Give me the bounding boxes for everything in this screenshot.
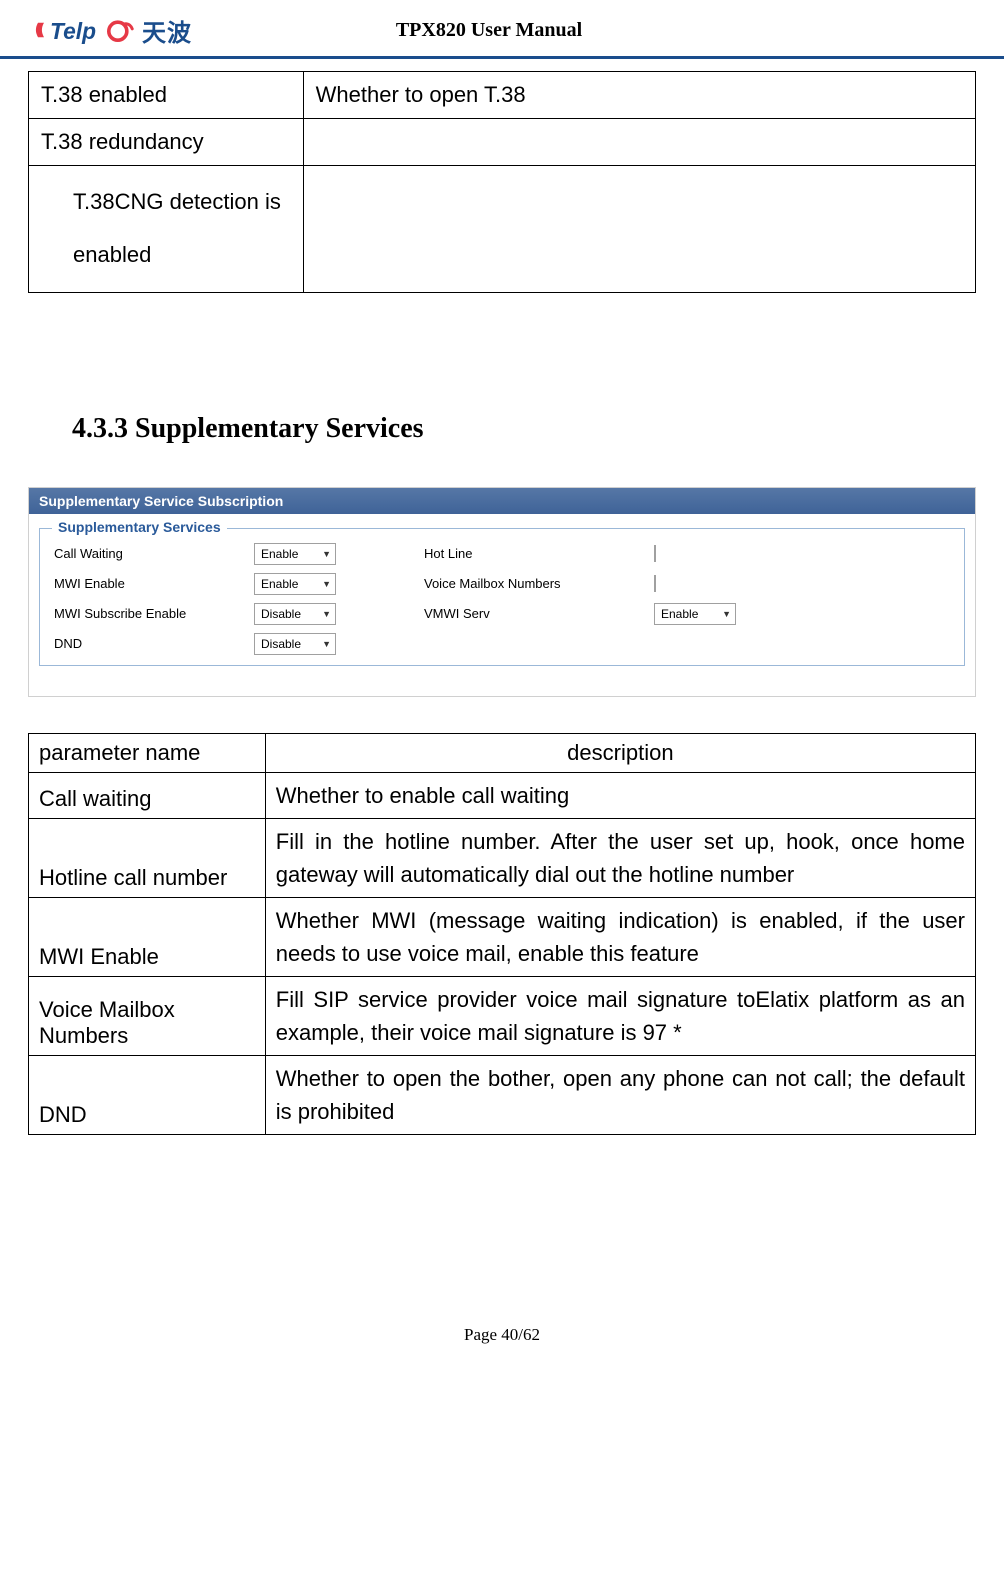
form-label: MWI Enable	[54, 576, 254, 591]
param-cell: MWI Enable	[29, 897, 266, 976]
table-row: MWI Enable Whether MWI (message waiting …	[29, 897, 976, 976]
page-content: T.38 enabled Whether to open T.38 T.38 r…	[0, 71, 1004, 1135]
param-cell: Hotline call number	[29, 818, 266, 897]
supplementary-services-table: parameter name description Call waiting …	[28, 733, 976, 1135]
chevron-down-icon: ▼	[322, 579, 331, 589]
t38-parameters-table: T.38 enabled Whether to open T.38 T.38 r…	[28, 71, 976, 293]
table-row: Call waiting Whether to enable call wait…	[29, 772, 976, 818]
dnd-select[interactable]: Disable▼	[254, 633, 336, 655]
form-label: DND	[54, 636, 254, 651]
chevron-down-icon: ▼	[322, 549, 331, 559]
param-cell: T.38 redundancy	[29, 119, 304, 166]
table-row: Voice Mailbox Numbers Fill SIP service p…	[29, 976, 976, 1055]
form-label: Hot Line	[424, 546, 654, 561]
form-grid: Call Waiting Enable▼ Hot Line MWI Enable…	[54, 543, 950, 655]
form-label: Call Waiting	[54, 546, 254, 561]
table-row: DND Whether to open the bother, open any…	[29, 1055, 976, 1134]
desc-cell: Whether to open the bother, open any pho…	[265, 1055, 975, 1134]
voice-mailbox-input[interactable]	[654, 575, 656, 592]
section-heading: 4.3.3 Supplementary Services	[72, 413, 976, 445]
param-cell: Call waiting	[29, 772, 266, 818]
form-label: Voice Mailbox Numbers	[424, 576, 654, 591]
form-label: VMWI Serv	[424, 606, 654, 621]
table-row: T.38 enabled Whether to open T.38	[29, 72, 976, 119]
header-desc: description	[265, 733, 975, 772]
screenshot-fieldset: Supplementary Services Call Waiting Enab…	[39, 528, 965, 666]
ui-screenshot: Supplementary Service Subscription Suppl…	[28, 487, 976, 697]
param-cell: T.38CNG detection is enabled	[29, 166, 304, 293]
param-cell: Voice Mailbox Numbers	[29, 976, 266, 1055]
desc-cell	[303, 166, 975, 293]
chevron-down-icon: ▼	[322, 609, 331, 619]
mwi-enable-select[interactable]: Enable▼	[254, 573, 336, 595]
desc-cell: Whether to enable call waiting	[265, 772, 975, 818]
call-waiting-select[interactable]: Enable▼	[254, 543, 336, 565]
chevron-down-icon: ▼	[322, 639, 331, 649]
table-row: Hotline call number Fill in the hotline …	[29, 818, 976, 897]
screenshot-title-bar: Supplementary Service Subscription	[29, 488, 975, 514]
table-row: T.38CNG detection is enabled	[29, 166, 976, 293]
page-header: Telp 天波 TPX820 User Manual	[0, 0, 1004, 59]
page-footer: Page 40/62	[0, 1325, 1004, 1361]
param-cell: T.38 enabled	[29, 72, 304, 119]
form-label: MWI Subscribe Enable	[54, 606, 254, 621]
vmwi-serv-select[interactable]: Enable▼	[654, 603, 736, 625]
desc-cell: Fill in the hotline number. After the us…	[265, 818, 975, 897]
desc-cell: Whether to open T.38	[303, 72, 975, 119]
chevron-down-icon: ▼	[722, 609, 731, 619]
desc-cell	[303, 119, 975, 166]
table-header-row: parameter name description	[29, 733, 976, 772]
fieldset-legend: Supplementary Services	[52, 519, 227, 535]
desc-cell: Whether MWI (message waiting indication)…	[265, 897, 975, 976]
desc-cell: Fill SIP service provider voice mail sig…	[265, 976, 975, 1055]
hot-line-input[interactable]	[654, 545, 656, 562]
mwi-subscribe-select[interactable]: Disable▼	[254, 603, 336, 625]
header-param: parameter name	[29, 733, 266, 772]
document-title: TPX820 User Manual	[2, 19, 976, 42]
table-row: T.38 redundancy	[29, 119, 976, 166]
param-cell: DND	[29, 1055, 266, 1134]
